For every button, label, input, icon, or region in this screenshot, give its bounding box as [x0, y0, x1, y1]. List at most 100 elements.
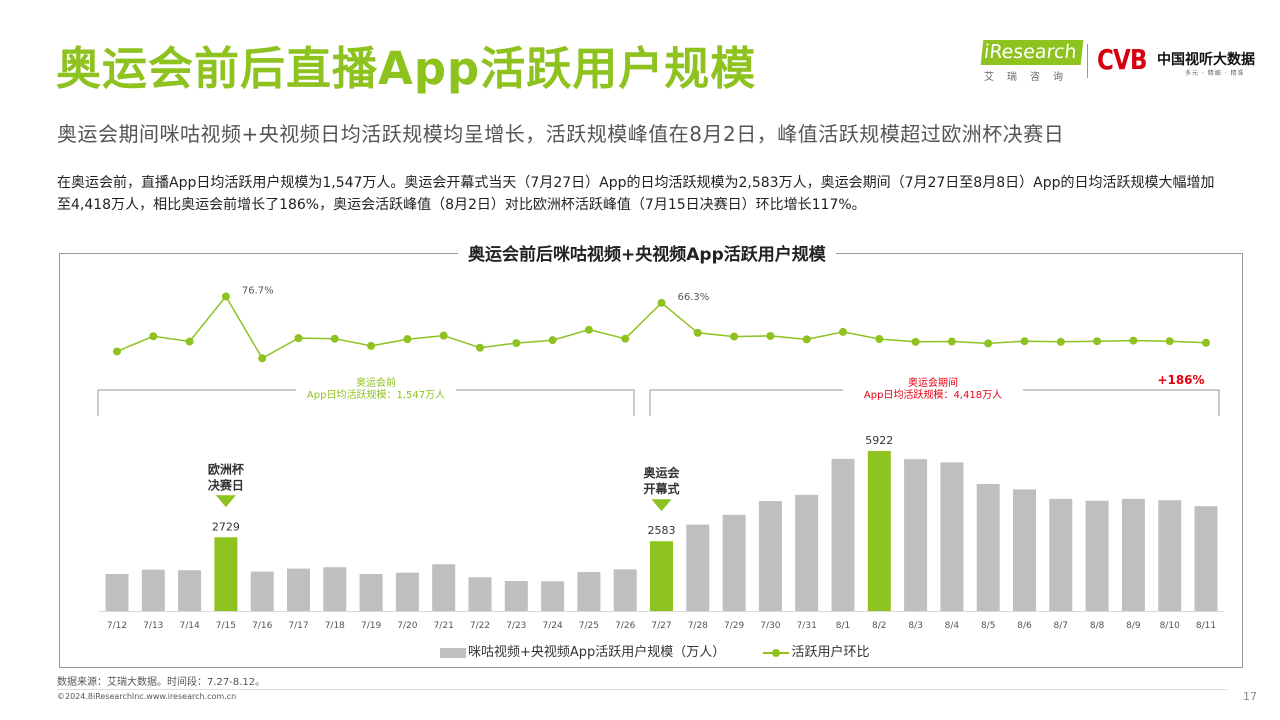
pre-olympic-label-bg — [296, 375, 456, 403]
x-tick-label: 8/4 — [945, 621, 960, 631]
page-subtitle: 奥运会期间咪咕视频+央视频日均活跃规模均呈增长，活跃规模峰值在8月2日，峰值活跃… — [57, 122, 1065, 146]
x-tick-label: 7/26 — [615, 621, 635, 631]
line-point — [512, 339, 521, 348]
line-point — [185, 337, 194, 346]
bar — [1158, 500, 1182, 611]
bar — [468, 577, 492, 611]
line-data-label: 76.7% — [242, 285, 274, 296]
bar — [795, 494, 819, 611]
bar — [287, 568, 310, 611]
x-tick-label: 8/2 — [872, 621, 886, 631]
bar — [831, 458, 855, 611]
x-tick-label: 8/7 — [1054, 621, 1068, 631]
line-point — [839, 327, 847, 336]
line-point — [149, 332, 158, 341]
x-tick-label: 7/24 — [542, 621, 562, 631]
bar-data-label: 5922 — [865, 434, 893, 447]
line-point — [294, 334, 303, 343]
bar — [722, 514, 746, 611]
euro-final-marker-label: 决赛日 — [208, 477, 244, 492]
line-point — [1056, 337, 1065, 346]
line-point — [947, 337, 956, 346]
x-tick-label: 7/15 — [216, 621, 236, 631]
x-tick-label: 7/31 — [797, 621, 817, 631]
bar — [577, 572, 601, 611]
iresearch-logo-subtitle: 艾瑞咨询 — [984, 72, 1076, 83]
x-tick-label: 7/21 — [434, 621, 454, 631]
logo-divider — [1087, 44, 1088, 78]
bar — [541, 581, 565, 611]
bar — [940, 462, 964, 611]
x-tick-label: 7/14 — [179, 621, 199, 631]
bar — [105, 573, 129, 611]
line-point — [439, 331, 448, 340]
bar — [1013, 489, 1036, 611]
x-tick-label: 7/25 — [579, 621, 599, 631]
chart-legend: 咪咕视频+央视频App活跃用户规模（万人） 活跃用户环比 — [440, 641, 869, 660]
chart-title: 奥运会前后咪咕视频+央视频App活跃用户规模 — [458, 240, 836, 265]
line-point — [657, 298, 666, 307]
cvb-logo-text: 中国视听大数据 — [1157, 52, 1255, 68]
summary-paragraph: 在奥运会前，直播App日均活跃用户规模为1,547万人。奥运会开幕式当天（7月2… — [57, 175, 1215, 213]
bar — [432, 564, 456, 611]
x-tick-label: 8/11 — [1196, 621, 1216, 631]
bar — [613, 569, 637, 611]
bar — [323, 567, 347, 611]
x-tick-label: 8/6 — [1017, 621, 1032, 631]
bar — [395, 572, 419, 611]
line-point — [1093, 337, 1102, 346]
line-point — [330, 334, 339, 343]
x-tick-label: 7/23 — [506, 621, 526, 631]
x-tick-label: 7/30 — [760, 621, 780, 631]
bar — [904, 459, 928, 611]
line-point — [730, 332, 739, 341]
cvb-logo-slogan: 多元 · 精细 · 精准 — [1185, 70, 1245, 77]
x-tick-label: 7/28 — [688, 621, 708, 631]
olympic-opening-marker-label: 开幕式 — [643, 481, 679, 496]
line-point — [802, 335, 811, 344]
x-tick-label: 7/18 — [325, 621, 345, 631]
x-tick-label: 7/27 — [651, 621, 671, 631]
line-point — [548, 336, 557, 345]
copyright-note: ©2024.8iResearchInc.www.iresearch.com.cn — [57, 692, 237, 701]
x-tick-label: 7/13 — [143, 621, 163, 631]
x-tick-label: 7/17 — [288, 621, 308, 631]
line-point — [911, 337, 920, 346]
line-point — [1129, 336, 1138, 345]
x-tick-label: 7/22 — [470, 621, 490, 631]
line-point — [221, 292, 230, 301]
x-tick-label: 7/16 — [252, 621, 272, 631]
bar — [867, 451, 891, 611]
legend-bar-swatch — [440, 647, 466, 658]
line-point — [693, 328, 702, 337]
x-tick-label: 8/5 — [981, 621, 995, 631]
line-point — [875, 335, 884, 344]
olympic-period-label-bg — [843, 375, 1023, 403]
bar — [141, 569, 165, 611]
x-tick-label: 8/3 — [908, 621, 922, 631]
line-data-label: 66.3% — [678, 292, 710, 303]
data-source-note: 数据来源：艾瑞大数据。时间段：7.27-8.12。 — [57, 677, 266, 688]
bar — [976, 484, 1000, 611]
legend-bar-label: 咪咕视频+央视频App活跃用户规模（万人） — [468, 645, 726, 660]
line-point — [1020, 337, 1029, 346]
bar — [359, 573, 383, 611]
line-point — [984, 339, 993, 348]
line-point — [476, 343, 484, 352]
bar — [504, 581, 528, 611]
x-tick-label: 7/20 — [397, 621, 417, 631]
x-tick-label: 8/1 — [836, 621, 850, 631]
bar — [1049, 498, 1073, 611]
olympic-period-label-title: 奥运会期间 — [908, 376, 958, 389]
bar-data-label: 2729 — [212, 520, 240, 533]
line-point — [113, 347, 121, 356]
euro-final-marker-label: 欧洲杯 — [208, 461, 245, 476]
line-point — [258, 354, 267, 363]
line-point — [1165, 337, 1174, 346]
pre-olympic-label-title: 奥运会前 — [356, 376, 396, 389]
bar — [650, 541, 673, 611]
footer-divider — [57, 689, 1227, 690]
olympic-period-label-value: App日均活跃规模：4,418万人 — [864, 388, 1002, 401]
bar — [1121, 498, 1145, 611]
